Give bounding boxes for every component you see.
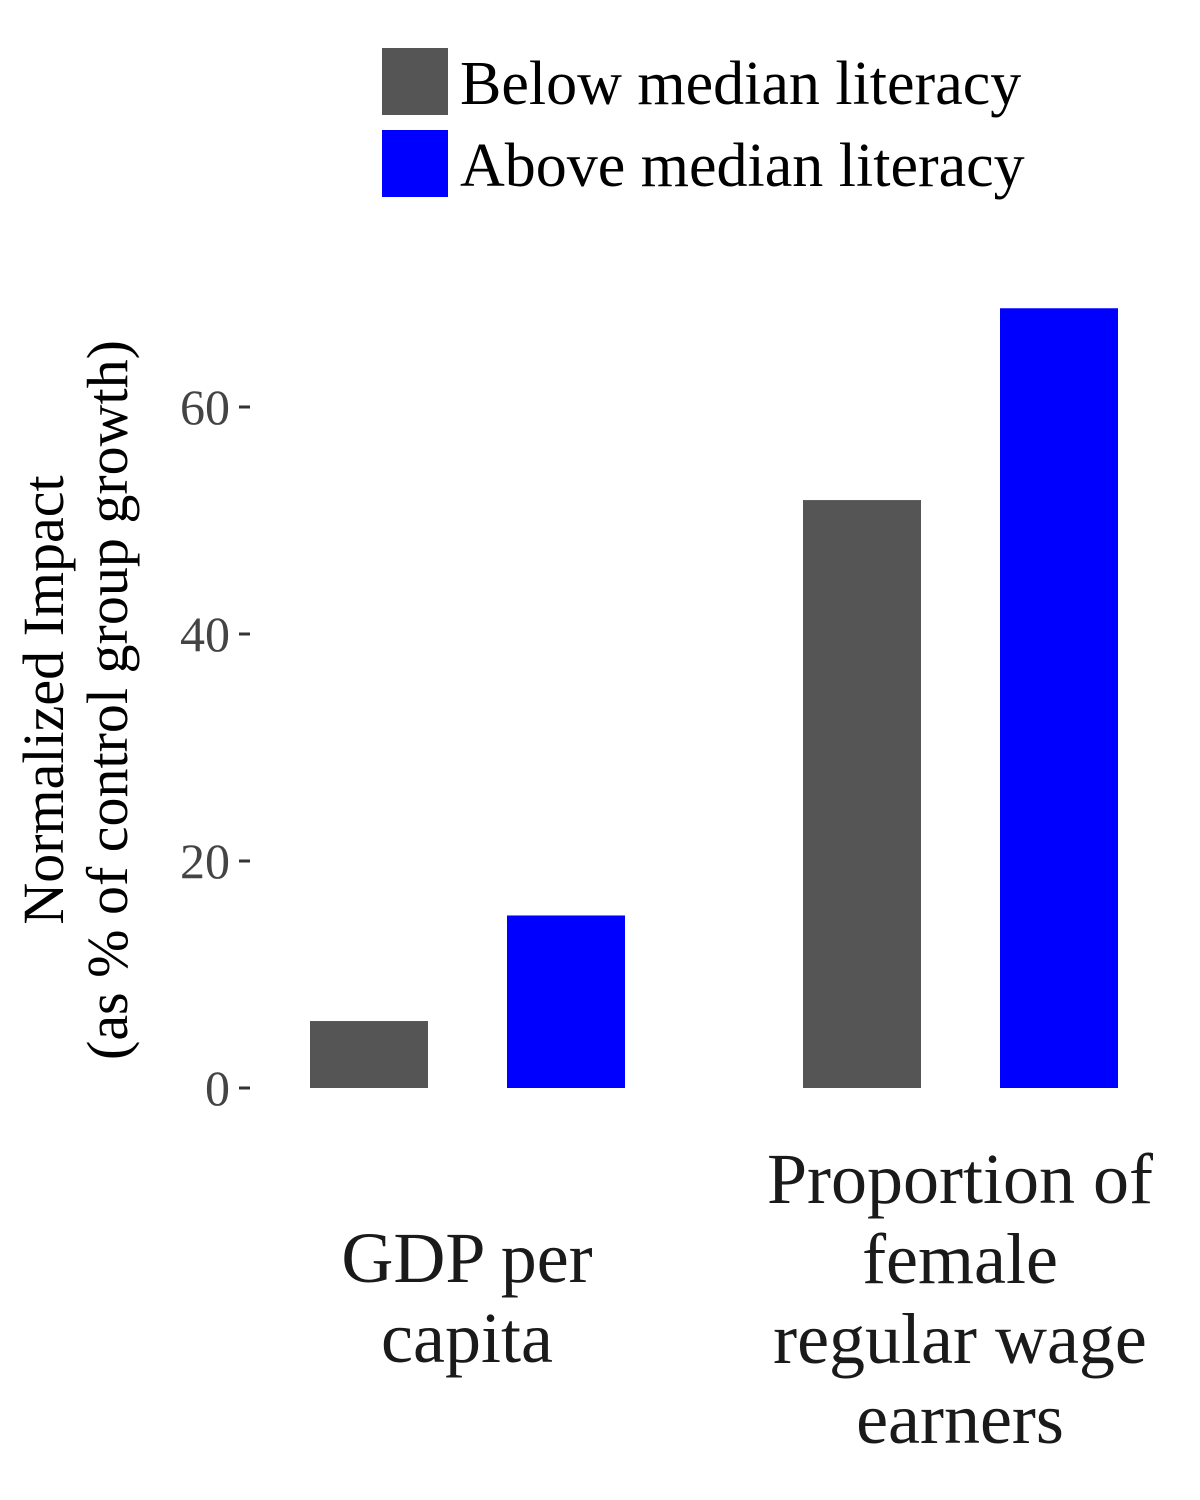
y-axis-title-line: Normalized Impact — [11, 475, 76, 924]
y-tick-label: 0 — [205, 1060, 230, 1116]
x-category-label-line: earners — [856, 1379, 1064, 1459]
x-category-label-line: GDP per — [341, 1218, 592, 1298]
x-category-label-line: Proportion of — [767, 1139, 1153, 1219]
x-category-label-line: regular wage — [773, 1299, 1147, 1379]
bar-1-1 — [1000, 308, 1118, 1088]
x-category-label-1: Proportion of female regular wage earners — [767, 1139, 1153, 1459]
y-tick-label: 60 — [180, 379, 230, 435]
bar-1-0 — [803, 500, 921, 1088]
y-tick-label: 20 — [180, 833, 230, 889]
x-axis: GDP per capita Proportion of female regular … — [341, 1139, 1153, 1459]
legend: Below median literacy Above median litera… — [382, 48, 1025, 200]
y-axis-title-line: (as % of control group growth) — [75, 340, 140, 1060]
legend-swatch-1 — [382, 130, 448, 197]
bars — [310, 308, 1118, 1088]
x-category-label-0: GDP per capita — [341, 1218, 592, 1378]
x-category-label-line: capita — [381, 1298, 553, 1378]
y-axis: 0 20 40 60 Normalized Impact(as % of control… — [11, 340, 250, 1116]
bar-0-1 — [507, 915, 625, 1088]
legend-label-1: Above median literacy — [460, 132, 1025, 200]
x-category-label-line: female — [862, 1219, 1058, 1299]
y-axis-title: Normalized Impact(as % of control group … — [11, 340, 140, 1060]
bar-0-0 — [310, 1021, 428, 1088]
legend-label-0: Below median literacy — [460, 50, 1021, 118]
legend-swatch-0 — [382, 48, 448, 115]
y-tick-label: 40 — [180, 606, 230, 662]
